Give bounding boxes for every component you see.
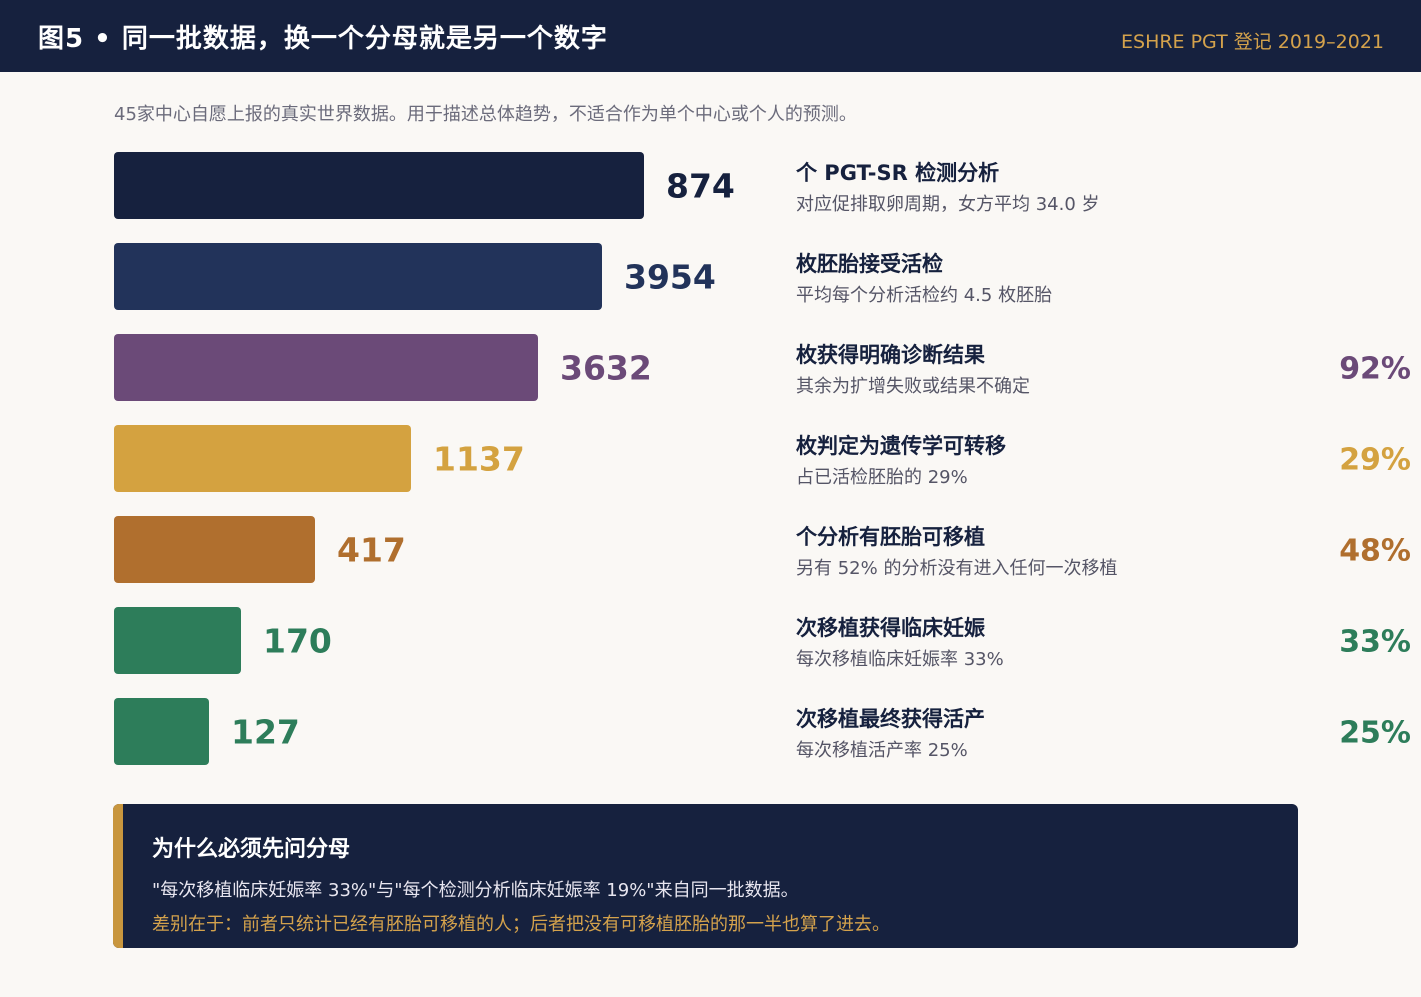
stage-title: 次移植获得临床妊娠 [796,616,986,640]
stage-title: 枚判定为遗传学可转移 [796,434,1006,458]
conversion-percent: 92% [1339,352,1411,387]
stage-title: 枚胚胎接受活检 [796,252,943,276]
note-accent-stripe [113,804,123,948]
note-line-2: 差别在于：前者只统计已经有胚胎可移植的人；后者把没有可移植胚胎的那一半也算了进去… [152,914,890,935]
conversion-percent: 25% [1339,716,1411,751]
bar-value-label: 170 [263,622,332,661]
bar-value-label: 874 [666,167,735,206]
stage-subtitle: 每次移植活产率 25% [796,740,968,761]
stage-title: 个分析有胚胎可移植 [796,525,985,549]
stage-subtitle: 其余为扩增失败或结果不确定 [796,376,1030,397]
stage-subtitle: 平均每个分析活检约 4.5 枚胚胎 [796,285,1052,306]
bar-value-label: 1137 [433,440,525,479]
note-line-1: "每次移植临床妊娠率 33%"与"每个检测分析临床妊娠率 19%"来自同一批数据… [152,880,799,901]
conversion-percent: 33% [1339,625,1411,660]
conversion-percent: 29% [1339,443,1411,478]
bar-6 [114,698,209,765]
stage-title: 枚获得明确诊断结果 [796,343,985,367]
bar-value-label: 417 [337,531,406,570]
bar-0 [114,152,644,219]
stage-title: 个 PGT-SR 检测分析 [796,161,999,185]
figure-title: 图5 • 同一批数据，换一个分母就是另一个数字 [38,24,608,54]
explanation-note: 为什么必须先问分母 "每次移植临床妊娠率 33%"与"每个检测分析临床妊娠率 1… [113,804,1298,948]
bar-value-label: 3632 [560,349,652,388]
stage-title: 次移植最终获得活产 [796,707,985,731]
bar-3 [114,425,411,492]
header-bar: 图5 • 同一批数据，换一个分母就是另一个数字 ESHRE PGT 登记 201… [0,0,1421,72]
chart-subtitle: 45家中心自愿上报的真实世界数据。用于描述总体趋势，不适合作为单个中心或个人的预… [114,104,857,125]
bar-value-label: 3954 [624,258,716,297]
stage-subtitle: 对应促排取卵周期，女方平均 34.0 岁 [796,194,1100,215]
note-title: 为什么必须先问分母 [152,837,351,862]
bar-5 [114,607,241,674]
bar-4 [114,516,315,583]
stage-subtitle: 占已活检胚胎的 29% [796,467,968,488]
bar-2 [114,334,538,401]
bar-value-label: 127 [231,713,300,752]
data-source-label: ESHRE PGT 登记 2019–2021 [1121,31,1384,53]
stage-subtitle: 另有 52% 的分析没有进入任何一次移植 [796,558,1117,579]
conversion-percent: 48% [1339,534,1411,569]
bar-1 [114,243,602,310]
stage-subtitle: 每次移植临床妊娠率 33% [796,649,1004,670]
